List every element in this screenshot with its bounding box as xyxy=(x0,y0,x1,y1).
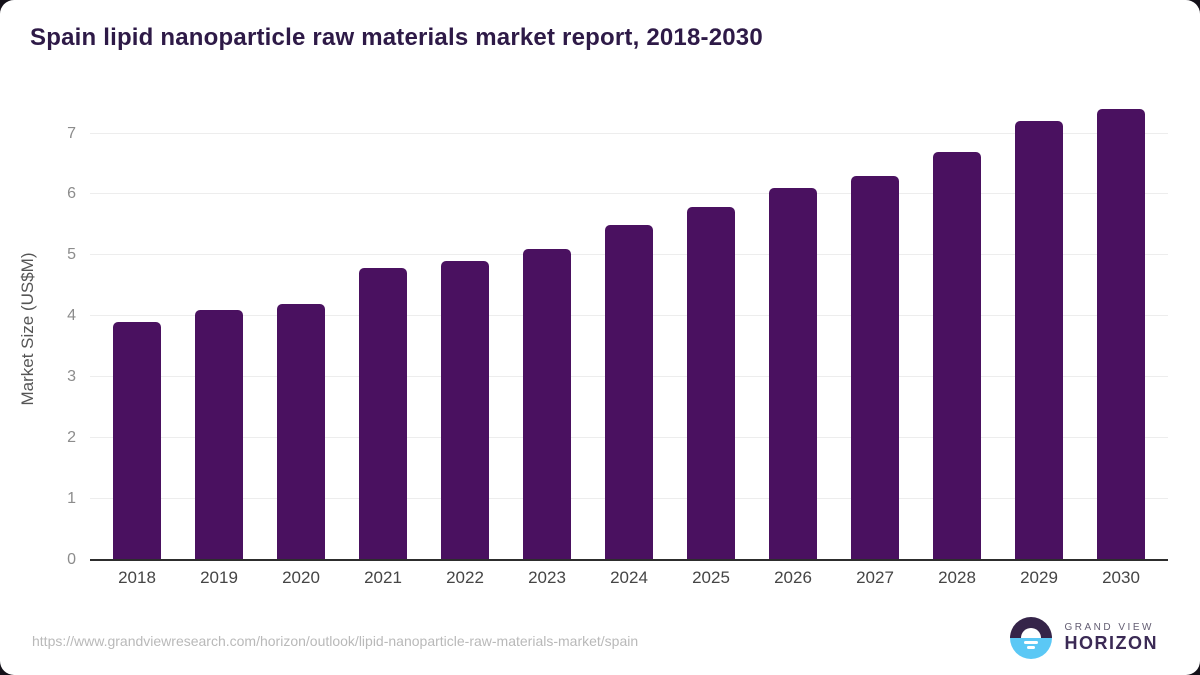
y-tick-label: 3 xyxy=(67,368,76,386)
plot-area xyxy=(90,100,1168,561)
x-axis-label: 2019 xyxy=(200,568,238,587)
x-axis-line xyxy=(90,559,1168,561)
bar-slot xyxy=(834,100,916,560)
bar-slot xyxy=(342,100,424,560)
bar-slot xyxy=(916,100,998,560)
horizon-sunrise-icon xyxy=(1009,617,1052,659)
x-axis-label: 2025 xyxy=(692,568,730,587)
wave-line xyxy=(1023,641,1038,644)
x-axis-label: 2022 xyxy=(446,568,484,587)
bar-2027 xyxy=(851,176,899,560)
wave-line xyxy=(1026,646,1035,649)
bar-2026 xyxy=(769,188,817,560)
x-axis-label: 2020 xyxy=(282,568,320,587)
bar-slot xyxy=(998,100,1080,560)
bar-slot xyxy=(260,100,342,560)
brand-name-bottom: HORIZON xyxy=(1064,633,1158,654)
y-tick-label: 6 xyxy=(67,185,76,203)
x-axis-label: 2021 xyxy=(364,568,402,587)
x-axis-label: 2030 xyxy=(1102,568,1140,587)
bar-slot xyxy=(178,100,260,560)
y-tick-label: 4 xyxy=(67,307,76,325)
bar-2024 xyxy=(605,224,653,560)
bar-2021 xyxy=(359,267,407,560)
bar-2018 xyxy=(113,322,161,560)
x-axis-label: 2018 xyxy=(118,568,156,587)
x-axis-labels: 2018 2019 2020 2021 2022 2023 2024 2025 2026 2027… xyxy=(90,568,1168,588)
x-axis-label: 2029 xyxy=(1020,568,1058,587)
source-url: https://www.grandviewresearch.com/horizo… xyxy=(32,633,639,649)
bar-slot xyxy=(506,100,588,560)
bar-slot xyxy=(752,100,834,560)
y-tick-label: 1 xyxy=(67,490,76,508)
bar-2030 xyxy=(1097,109,1145,560)
x-axis-label: 2026 xyxy=(774,568,812,587)
y-axis-ticks: 0 1 2 3 4 5 6 7 xyxy=(0,100,76,568)
brand-name-top: GRAND VIEW xyxy=(1064,621,1154,633)
y-tick-label: 7 xyxy=(67,124,76,142)
bar-2029 xyxy=(1015,121,1063,560)
bar-slot xyxy=(670,100,752,560)
gridline xyxy=(90,193,1168,195)
bar-slot xyxy=(588,100,670,560)
brand-logo-text: GRAND VIEW HORIZON xyxy=(1065,622,1159,654)
bar-2020 xyxy=(277,304,325,560)
bar-2022 xyxy=(441,261,489,560)
y-tick-label: 5 xyxy=(67,246,76,264)
bar-2025 xyxy=(687,206,735,560)
x-axis-label: 2027 xyxy=(856,568,894,587)
bar-slot xyxy=(424,100,506,560)
bar-2019 xyxy=(195,310,243,560)
x-axis-label: 2028 xyxy=(938,568,976,587)
bars-container xyxy=(90,100,1168,560)
gridline xyxy=(90,132,1168,134)
bar-2028 xyxy=(933,151,981,560)
sun-dome-shape xyxy=(1020,628,1041,638)
brand-logo: GRAND VIEW HORIZON xyxy=(1009,617,1159,659)
bar-slot xyxy=(1080,100,1162,560)
y-tick-label: 0 xyxy=(67,551,76,568)
y-tick-label: 2 xyxy=(67,429,76,447)
x-axis-label: 2023 xyxy=(528,568,566,587)
bar-slot xyxy=(96,100,178,560)
x-axis-label: 2024 xyxy=(610,568,648,587)
chart-title: Spain lipid nanoparticle raw materials m… xyxy=(30,24,763,51)
footer: https://www.grandviewresearch.com/horizo… xyxy=(0,605,1200,675)
bar-2023 xyxy=(523,249,571,560)
